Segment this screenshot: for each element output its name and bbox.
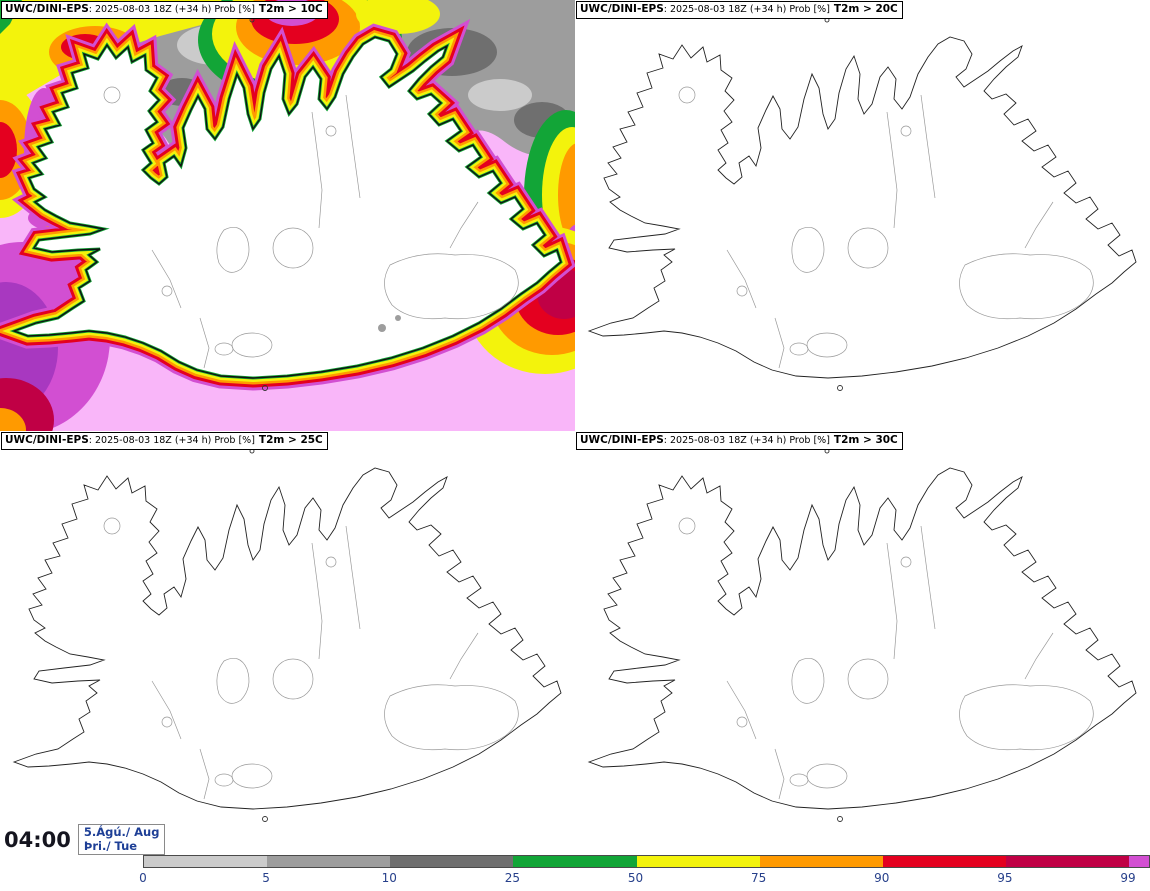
valid-date: 5.Ágú./ Aug (83, 825, 160, 839)
valid-date-box: 5.Ágú./ Aug Þri./ Tue (77, 824, 166, 856)
threshold-label: T2m > 20C (833, 3, 898, 15)
colorbar-label: 25 (504, 871, 521, 885)
map-prob-t2m-gt-25c (0, 431, 575, 862)
valid-time: 04:00 (4, 827, 71, 852)
run-info: : 2025-08-03 18Z (+34 h) Prob [%] (88, 4, 255, 15)
map-prob-t2m-gt-20c (575, 0, 1150, 431)
colorbar-segment (267, 856, 391, 867)
colorbar-label: 5 (262, 871, 270, 885)
model-name: UWC/DINI-EPS (580, 434, 664, 446)
colorbar-segment (636, 856, 760, 867)
panel-title: UWC/DINI-EPS: 2025-08-03 18Z (+34 h) Pro… (576, 1, 903, 19)
panel-t2m-gt-20c: UWC/DINI-EPS: 2025-08-03 18Z (+34 h) Pro… (575, 0, 1150, 431)
colorbar-label: 10 (381, 871, 397, 885)
colorbar-bar (143, 855, 1150, 868)
colorbar-label: 90 (874, 871, 890, 885)
threshold-label: T2m > 10C (258, 3, 323, 15)
colorbar-segment (144, 856, 268, 867)
run-info: : 2025-08-03 18Z (+34 h) Prob [%] (88, 435, 255, 446)
map-prob-t2m-gt-30c (575, 431, 1150, 862)
colorbar-segment (390, 856, 514, 867)
threshold-label: T2m > 30C (833, 434, 898, 446)
panel-title: UWC/DINI-EPS: 2025-08-03 18Z (+34 h) Pro… (1, 1, 328, 19)
model-name: UWC/DINI-EPS (5, 3, 89, 15)
valid-time-block: 04:00 5.Ágú./ Aug Þri./ Tue (4, 824, 166, 856)
model-name: UWC/DINI-EPS (5, 434, 89, 446)
colorbar-segment (759, 856, 883, 867)
threshold-label: T2m > 25C (258, 434, 323, 446)
colorbar-label: 50 (627, 871, 644, 885)
colorbar-label: 99 (1120, 871, 1136, 885)
panel-t2m-gt-10c: UWC/DINI-EPS: 2025-08-03 18Z (+34 h) Pro… (0, 0, 575, 431)
colorbar-end-cap (1129, 856, 1149, 867)
run-info: : 2025-08-03 18Z (+34 h) Prob [%] (663, 435, 830, 446)
colorbar-label: 75 (750, 871, 767, 885)
panel-title: UWC/DINI-EPS: 2025-08-03 18Z (+34 h) Pro… (576, 432, 903, 450)
colorbar-labels: 0 5 10 25 50 75 90 95 99 (139, 871, 1150, 887)
colorbar-segment (513, 856, 637, 867)
model-name: UWC/DINI-EPS (580, 3, 664, 15)
map-prob-t2m-gt-10c (0, 0, 575, 431)
panel-t2m-gt-25c: UWC/DINI-EPS: 2025-08-03 18Z (+34 h) Pro… (0, 431, 575, 862)
run-info: : 2025-08-03 18Z (+34 h) Prob [%] (663, 4, 830, 15)
colorbar-segment (882, 856, 1006, 867)
colorbar-label: 0 (139, 871, 147, 885)
panel-t2m-gt-30c: UWC/DINI-EPS: 2025-08-03 18Z (+34 h) Pro… (575, 431, 1150, 862)
valid-weekday: Þri./ Tue (83, 838, 138, 853)
panel-title: UWC/DINI-EPS: 2025-08-03 18Z (+34 h) Pro… (1, 432, 328, 450)
colorbar-segment (1005, 856, 1129, 867)
colorbar-label: 95 (997, 871, 1013, 885)
